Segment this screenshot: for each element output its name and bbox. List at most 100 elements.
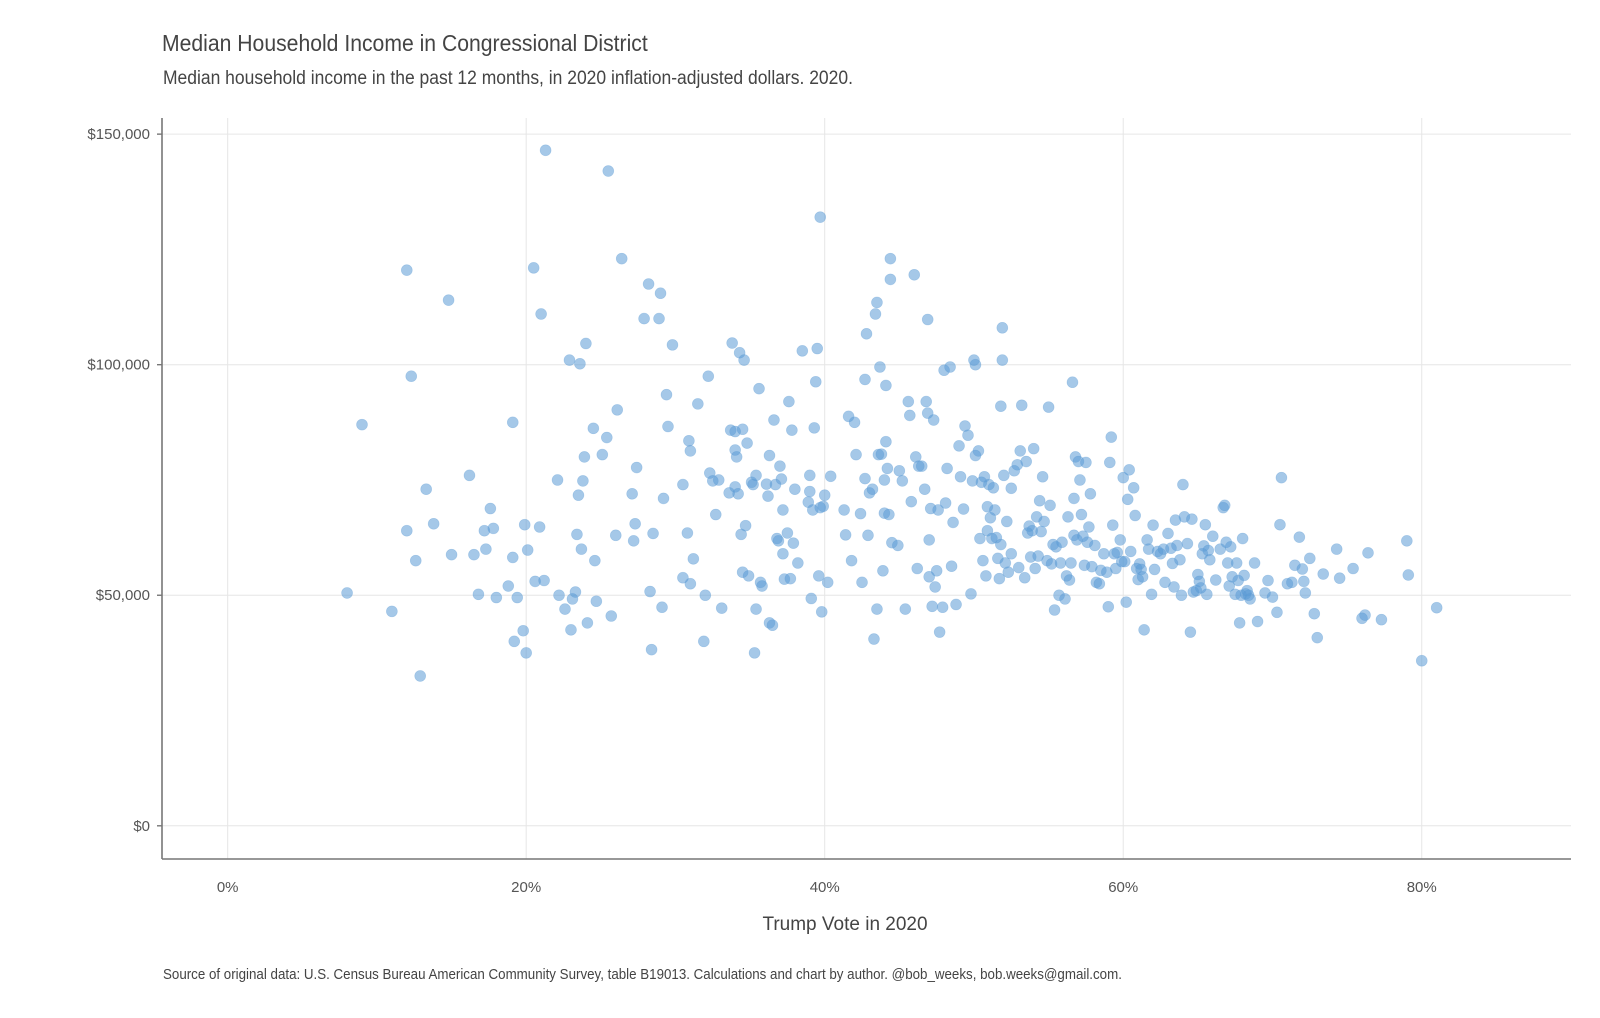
scatter-point (811, 342, 824, 355)
scatter-point (487, 522, 500, 535)
scatter-point (772, 535, 785, 547)
scatter-point (712, 474, 725, 486)
scatter-point (563, 354, 576, 366)
scatter-point (400, 524, 413, 537)
scatter-point (1236, 532, 1249, 545)
grid-lines (162, 118, 1571, 859)
scatter-point (420, 483, 432, 495)
scatter-point (1120, 596, 1133, 608)
scatter-point (753, 382, 765, 395)
scatter-point (750, 603, 762, 615)
scatter-point (654, 287, 667, 300)
scatter-point (871, 603, 883, 615)
scatter-point (824, 470, 837, 483)
scatter-point (862, 529, 874, 542)
scatter-point (1042, 401, 1055, 413)
scatter-point (1286, 576, 1298, 589)
scatter-point (1080, 456, 1092, 469)
scatter-point (808, 422, 821, 434)
scatter-point (805, 592, 818, 605)
scatter-point (1005, 482, 1018, 495)
scatter-point (1184, 626, 1197, 638)
scatter-point (1159, 576, 1171, 589)
scatter-point (860, 327, 873, 340)
scatter-point (803, 485, 816, 498)
scatter-point (789, 483, 801, 495)
scatter-point (783, 395, 795, 408)
scatter-point (527, 262, 540, 274)
scatter-point (1033, 494, 1046, 507)
scatter-point (784, 572, 797, 585)
scatter-point (854, 507, 867, 520)
scatter-point (1308, 607, 1321, 620)
scatter-point (763, 449, 776, 462)
scatter-point (923, 534, 935, 546)
x-tick-label: 0% (217, 879, 239, 896)
scatter-point (600, 431, 613, 444)
scatter-point (1127, 482, 1140, 494)
scatter-point (989, 504, 1001, 516)
scatter-point (878, 474, 891, 486)
scatter-point (1066, 376, 1079, 389)
scatter-point (609, 529, 622, 542)
scatter-point (511, 591, 524, 604)
scatter-point (1056, 536, 1068, 549)
scatter-point (1275, 471, 1288, 484)
scatter-point (660, 388, 673, 401)
scatter-point (656, 601, 668, 614)
scatter-point (736, 423, 749, 436)
scatter-point (923, 571, 935, 583)
scatter-point (1375, 613, 1388, 626)
scatter-point (905, 495, 918, 508)
scatter-point (1296, 563, 1309, 575)
scatter-point (1124, 545, 1137, 558)
scatter-point (1032, 550, 1044, 562)
scatter-point (1068, 492, 1080, 505)
scatter-point (1248, 557, 1261, 569)
scatter-point (683, 434, 695, 447)
scatter-point (1230, 557, 1243, 569)
scatter-point (553, 589, 565, 602)
scatter-point (962, 429, 974, 442)
scatter-point (627, 535, 640, 547)
scatter-point (821, 576, 834, 589)
scatter-point (490, 591, 503, 604)
y-tick-label: $100,000 (87, 357, 150, 374)
scatter-point (953, 440, 965, 452)
scatter-point (575, 543, 588, 555)
scatter-point (936, 601, 949, 614)
scatter-point (480, 543, 492, 555)
scatter-point (1347, 562, 1359, 575)
scatter-point (1199, 518, 1212, 531)
scatter-point (445, 548, 458, 561)
scatter-point (893, 464, 906, 477)
scatter-point (974, 532, 986, 545)
scatter-point (868, 633, 880, 645)
scatter-point (920, 395, 933, 408)
scatter-point (596, 448, 609, 461)
scatter-point (571, 528, 583, 541)
scatter-point (768, 414, 780, 426)
scatter-point (629, 517, 641, 530)
scatter-point (1014, 445, 1027, 457)
scatter-point (1362, 547, 1374, 559)
scatter-point (590, 595, 603, 608)
scatter-point (809, 375, 822, 388)
scatter-point (1048, 604, 1061, 616)
scatter-point (341, 587, 353, 599)
axes (157, 118, 1571, 860)
scatter-point (1168, 581, 1180, 593)
scatter-point (1136, 571, 1149, 583)
scatter-point (730, 451, 743, 463)
scatter-point (1062, 511, 1074, 523)
scatter-point (442, 294, 455, 306)
scatter-point (995, 538, 1007, 551)
scatter-point (1138, 624, 1150, 636)
scatter-point (1035, 525, 1047, 538)
scatter-point (995, 400, 1007, 412)
scatter-point (645, 643, 658, 656)
scatter-point (859, 373, 871, 386)
scatter-point (892, 539, 904, 552)
scatter-point (848, 416, 861, 429)
scatter-point (1063, 574, 1076, 586)
